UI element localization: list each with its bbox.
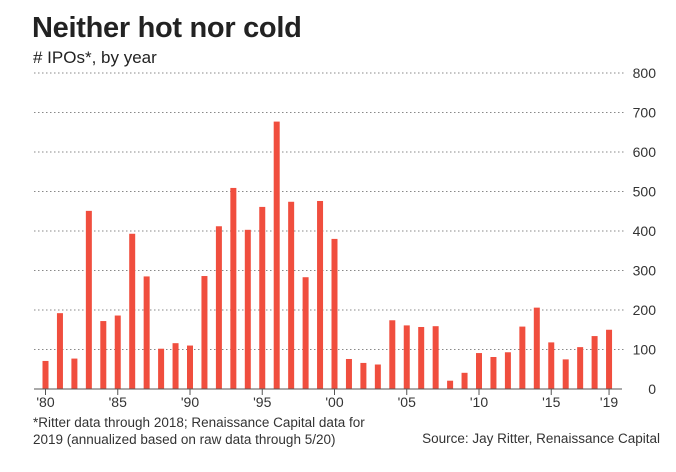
bar-1991 bbox=[201, 276, 208, 389]
chart-footnote: *Ritter data through 2018; Renaissance C… bbox=[33, 415, 365, 447]
bar-1988 bbox=[158, 348, 165, 389]
bar-1992 bbox=[215, 226, 222, 389]
bar-2003 bbox=[374, 364, 381, 389]
bar-2001 bbox=[345, 358, 352, 389]
bar-1983 bbox=[85, 210, 92, 389]
y-tick-label: 400 bbox=[633, 223, 657, 239]
bar-2012 bbox=[504, 352, 511, 389]
bar-1981 bbox=[56, 313, 63, 389]
bar-1999 bbox=[317, 200, 324, 389]
x-tick-label: '85 bbox=[109, 394, 127, 410]
y-tick-label: 100 bbox=[633, 342, 657, 358]
x-tick-label: '05 bbox=[398, 394, 416, 410]
bar-1986 bbox=[129, 233, 136, 389]
y-tick-label: 800 bbox=[633, 65, 657, 81]
bar-2015 bbox=[548, 342, 555, 389]
bar-2002 bbox=[360, 362, 367, 389]
bar-2006 bbox=[418, 326, 425, 389]
y-tick-label: 500 bbox=[633, 184, 657, 200]
chart-title: Neither hot nor cold bbox=[32, 12, 302, 44]
y-tick-label: 600 bbox=[633, 144, 657, 160]
bar-1997 bbox=[288, 201, 295, 389]
bar-2009 bbox=[461, 372, 468, 389]
bar-1980 bbox=[42, 360, 49, 389]
bar-2017 bbox=[577, 347, 584, 389]
bar-2016 bbox=[562, 359, 569, 390]
bar-2004 bbox=[389, 320, 396, 389]
bar-1995 bbox=[259, 206, 266, 389]
bar-2007 bbox=[432, 326, 439, 389]
x-tick-label: '10 bbox=[470, 394, 488, 410]
x-tick-label: '95 bbox=[253, 394, 271, 410]
bar-2011 bbox=[490, 357, 497, 389]
chart-source: Source: Jay Ritter, Renaissance Capital bbox=[422, 431, 660, 446]
bar-2005 bbox=[403, 325, 410, 389]
bar-1985 bbox=[114, 315, 121, 389]
y-tick-label: 0 bbox=[648, 381, 656, 397]
x-tick-label: '80 bbox=[36, 394, 54, 410]
bar-1996 bbox=[273, 121, 280, 389]
bar-1994 bbox=[244, 229, 251, 389]
bar-2010 bbox=[476, 353, 482, 389]
bar-1990 bbox=[187, 345, 193, 389]
bar-1984 bbox=[100, 321, 107, 389]
bar-1998 bbox=[302, 277, 309, 389]
y-tick-label: 200 bbox=[633, 302, 657, 318]
bar-2000 bbox=[331, 238, 338, 389]
x-tick-label: '90 bbox=[181, 394, 199, 410]
bar-2014 bbox=[533, 307, 540, 389]
bar-1982 bbox=[71, 358, 78, 389]
y-tick-label: 700 bbox=[633, 105, 657, 121]
y-tick-label: 300 bbox=[633, 263, 657, 279]
bar-1993 bbox=[230, 187, 237, 389]
bar-2013 bbox=[519, 326, 526, 389]
bar-2018 bbox=[591, 336, 598, 389]
bar-2019 bbox=[606, 329, 613, 389]
bar-1987 bbox=[143, 276, 150, 389]
x-tick-label: '19 bbox=[600, 394, 618, 410]
bar-2008 bbox=[447, 380, 454, 389]
bar-1989 bbox=[172, 343, 179, 389]
chart-subtitle: # IPOs*, by year bbox=[33, 48, 157, 67]
x-tick-label: '00 bbox=[325, 394, 343, 410]
x-tick-label: '15 bbox=[542, 394, 560, 410]
